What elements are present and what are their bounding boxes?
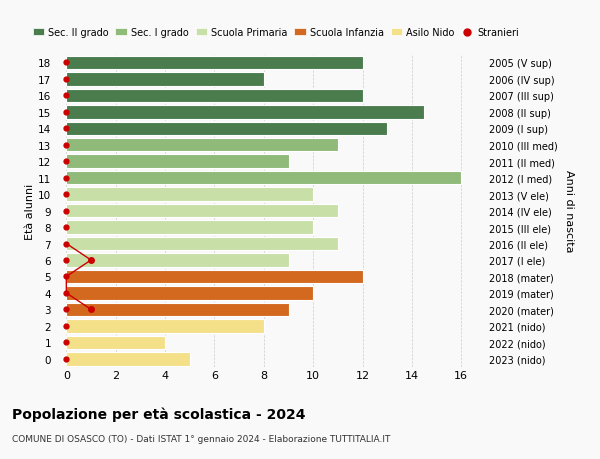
Bar (67, 155, 289, 168)
Bar (67, 106, 424, 119)
Bar (67, 139, 338, 152)
Text: COMUNE DI OSASCO (TO) - Dati ISTAT 1° gennaio 2024 - Elaborazione TUTTITALIA.IT: COMUNE DI OSASCO (TO) - Dati ISTAT 1° ge… (12, 434, 391, 443)
Bar (67, 319, 264, 333)
Bar (67, 56, 362, 70)
Bar (67, 352, 190, 366)
Bar (67, 122, 387, 136)
Bar (67, 336, 165, 349)
Bar (67, 303, 289, 316)
Legend: Sec. II grado, Sec. I grado, Scuola Primaria, Scuola Infanzia, Asilo Nido, Stran: Sec. II grado, Sec. I grado, Scuola Prim… (29, 24, 523, 42)
Text: Popolazione per età scolastica - 2024: Popolazione per età scolastica - 2024 (12, 406, 305, 421)
Bar (67, 286, 313, 300)
Y-axis label: Età alunni: Età alunni (25, 183, 35, 239)
Bar (67, 221, 313, 234)
Bar (67, 73, 264, 86)
Bar (67, 237, 338, 251)
Bar (67, 204, 338, 218)
Bar (67, 172, 461, 185)
Bar (67, 188, 313, 202)
Bar (67, 270, 362, 284)
Bar (67, 254, 289, 267)
Bar (67, 90, 362, 103)
Y-axis label: Anni di nascita: Anni di nascita (564, 170, 574, 252)
